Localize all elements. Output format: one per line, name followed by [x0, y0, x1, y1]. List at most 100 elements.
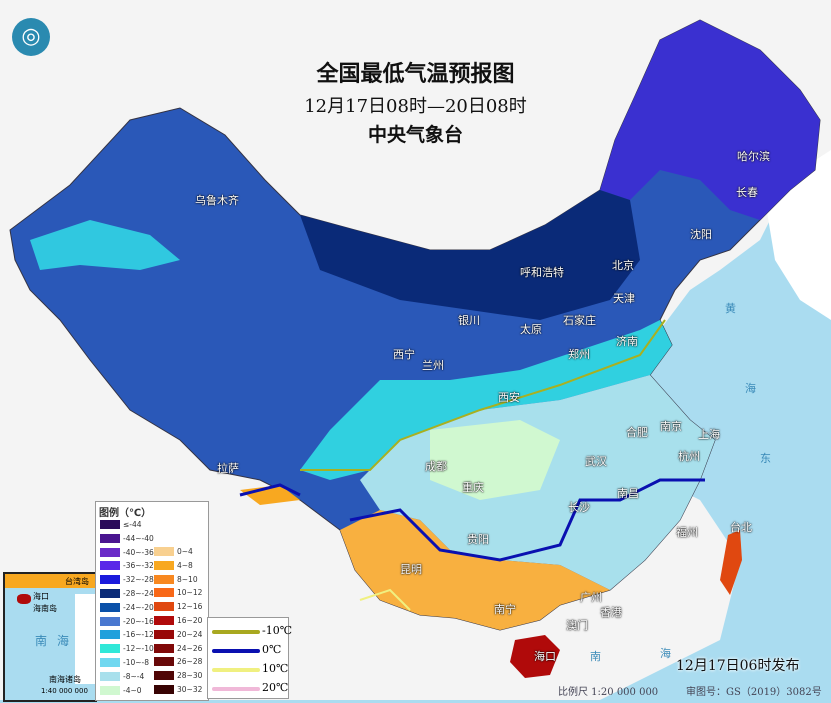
legend-swatch: [154, 560, 174, 570]
forecast-period: 12月17日08时—20日08时: [304, 96, 527, 117]
legend: 图例（℃） ≤-44 -44~-40 -40~-36 -36~-32 -32~-28 -2…: [95, 501, 209, 701]
cma-logo-icon: ◎: [12, 18, 50, 56]
legend-label: -10~-8: [123, 658, 150, 667]
isotherm-swatch: [212, 630, 260, 634]
city-label: 兰州: [422, 359, 444, 372]
legend-swatch: [154, 671, 174, 681]
legend-label: 20~24: [177, 629, 203, 639]
map-approval-number: 审图号：GS（2019）3082号: [686, 687, 822, 698]
isotherm-legend: -10℃ 0℃ 10℃ 20℃: [207, 617, 293, 699]
city-label: 长春: [736, 186, 758, 199]
legend-swatch: [100, 644, 120, 654]
city-label: 香港: [600, 606, 622, 619]
legend-swatch: [100, 520, 120, 529]
city-label: 海口: [534, 650, 556, 663]
south-orange: [340, 510, 610, 630]
city-label: 郑州: [568, 348, 590, 361]
city-label: 武汉: [585, 455, 607, 468]
legend-label: -8~-4: [123, 671, 145, 681]
isotherm-10c: [359, 588, 411, 611]
isotherm-label: 10℃: [262, 662, 289, 675]
legend-swatch: [100, 616, 120, 626]
legend-swatch: [154, 616, 174, 625]
sea-label: 黄: [725, 302, 736, 315]
city-label: 西宁: [393, 348, 415, 361]
sea-label: 海: [745, 382, 756, 395]
legend-swatch: [100, 602, 120, 612]
legend-swatch: [154, 588, 174, 598]
city-label: 澳门: [566, 619, 588, 632]
city-label: 广州: [580, 591, 602, 604]
legend-label: -32~-28: [123, 575, 154, 585]
legend-swatch: [154, 574, 174, 584]
legend-label: 10~12: [177, 588, 203, 598]
city-label: 重庆: [462, 481, 484, 494]
issue-time: 12月17日06时发布: [676, 658, 800, 674]
xinjiang-cyan: [30, 220, 180, 270]
legend-swatch: [154, 685, 174, 694]
legend-swatch: [100, 671, 120, 681]
legend-swatch: [154, 643, 174, 653]
legend-swatch: [100, 685, 120, 695]
legend-swatch: [154, 629, 174, 639]
legend-swatch: [100, 658, 120, 667]
legend-label: -40~-36: [123, 547, 154, 557]
legend-swatch: [100, 547, 120, 557]
legend-swatch: [154, 547, 174, 556]
northeast-deep-cold: [600, 20, 820, 220]
inset-label: 南海诸岛: [49, 675, 81, 684]
city-label: 呼和浩特: [520, 266, 564, 279]
inset-label: 海口: [33, 592, 49, 601]
sea-label: 南: [590, 650, 601, 663]
city-label: 乌鲁木齐: [195, 194, 239, 207]
legend-swatch: [100, 561, 120, 571]
legend-label: -44~-40: [123, 533, 154, 543]
city-label: 合肥: [626, 426, 648, 439]
city-label: 天津: [613, 292, 635, 305]
legend-label: 26~28: [177, 657, 203, 667]
legend-label: -28~-24: [123, 589, 154, 598]
city-label: 西安: [498, 391, 520, 404]
isotherm-minus10c: [300, 319, 666, 471]
legend-label: -16~-12: [123, 630, 154, 640]
legend-label: -24~-20: [123, 602, 154, 612]
sichuan-green: [430, 420, 560, 500]
isotherm-label: 0℃: [262, 643, 282, 656]
inset-label: 台湾岛: [65, 577, 89, 586]
hainan-island: [510, 635, 560, 678]
city-label: 南昌: [617, 487, 639, 500]
city-label: 昆明: [400, 563, 422, 576]
city-label: 银川: [458, 314, 480, 327]
city-label: 石家庄: [563, 314, 596, 327]
legend-label: 8~10: [177, 574, 198, 584]
legend-swatch: [100, 630, 120, 640]
isotherm-label: -10℃: [262, 624, 293, 637]
legend-label: 28~30: [177, 671, 203, 681]
legend-label: 24~26: [177, 643, 203, 653]
legend-swatch: [154, 602, 174, 612]
legend-label: ≤-44: [123, 520, 142, 529]
legend-label: 12~16: [177, 602, 203, 612]
legend-swatch: [154, 657, 174, 667]
issuer: 中央气象台: [367, 124, 463, 146]
city-label: 拉萨: [217, 462, 239, 475]
legend-label: -36~-32: [123, 561, 154, 571]
legend-label: -20~-16: [123, 616, 154, 626]
city-label: 长沙: [568, 501, 590, 514]
isotherm-label: 20℃: [262, 681, 289, 694]
isotherm-0c: [239, 478, 705, 562]
legend-title: 图例（℃）: [99, 508, 152, 519]
legend-label: -4~0: [123, 685, 142, 695]
isotherm-swatch: [212, 649, 260, 653]
inset-label: 南海: [35, 634, 80, 648]
city-label: 太原: [520, 323, 542, 336]
city-label: 上海: [698, 428, 720, 441]
legend-swatch: [100, 533, 120, 543]
city-label: 台北: [730, 521, 752, 534]
map-title: 全国最低气温预报图: [316, 61, 515, 87]
city-label: 哈尔滨: [737, 150, 770, 163]
city-label: 成都: [425, 460, 447, 473]
legend-swatch: [100, 589, 120, 598]
north-dark-zone: [300, 190, 640, 320]
